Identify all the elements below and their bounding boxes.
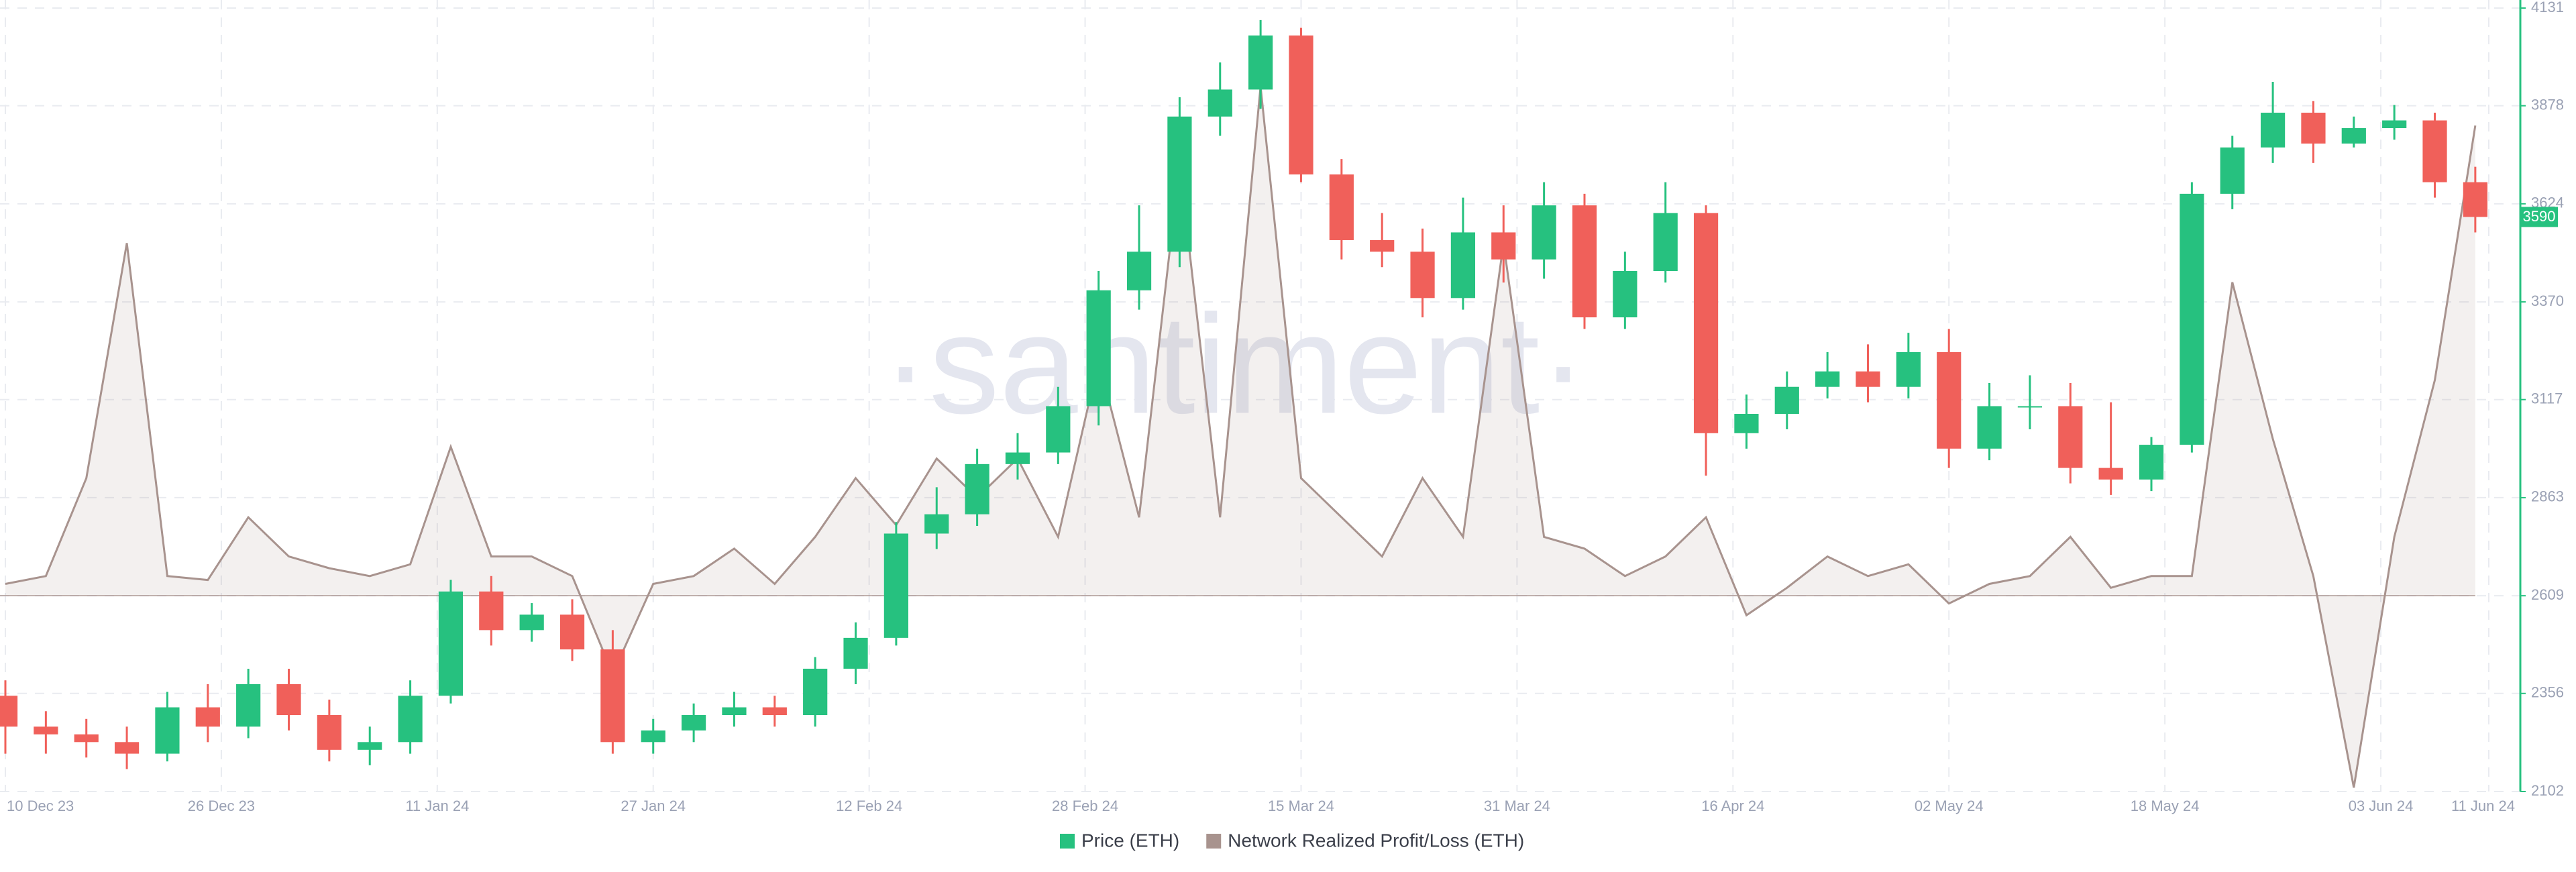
x-tick-label: 15 Mar 24 [1268, 798, 1334, 814]
candle-body [762, 707, 787, 716]
candle-layer [0, 19, 2487, 769]
legend-label: Network Realized Profit/Loss (ETH) [1228, 830, 1524, 851]
x-tick-label: 11 Jun 24 [2451, 798, 2515, 814]
candle-body [2422, 120, 2447, 182]
candle-body [479, 591, 504, 631]
candle-body [317, 715, 341, 750]
y-tick-label: 2609 [2531, 586, 2564, 603]
legend: Price (ETH) Network Realized Profit/Loss … [1060, 830, 1524, 851]
candle-body [1613, 271, 1638, 318]
candle-body [1693, 213, 1719, 433]
candle-body [600, 649, 625, 743]
x-tick-label: 28 Feb 24 [1052, 798, 1118, 814]
y-tick-label: 2102 [2531, 782, 2564, 799]
candle-body [2220, 147, 2245, 194]
candle-body [843, 637, 868, 669]
candle-body [1410, 252, 1435, 298]
candle-body [1937, 351, 1962, 449]
candle-body [1572, 205, 1597, 318]
candle-body [1086, 290, 1111, 406]
candle-body [924, 514, 949, 534]
x-tick-label: 18 May 24 [2131, 798, 2200, 814]
candle-body [1450, 232, 1476, 298]
candle-body [1167, 116, 1192, 252]
candle-body [2260, 113, 2286, 148]
candle-body [1774, 386, 1799, 415]
legend-swatch [1060, 834, 1075, 849]
candle-body [1208, 89, 1232, 117]
y-tick-label: 2356 [2531, 684, 2564, 701]
candle-body [641, 730, 665, 743]
x-tick-label: 16 Apr 24 [1701, 798, 1764, 814]
candle-body [34, 726, 58, 734]
y-tick-label: 4131 [2531, 0, 2564, 15]
candle-body [2098, 468, 2123, 480]
candle-body [2180, 193, 2204, 445]
candle-body [1005, 452, 1030, 464]
candle-body [2341, 128, 2366, 144]
candle-body [74, 734, 99, 743]
area-line [5, 86, 2477, 788]
candle-body [2058, 406, 2083, 468]
candle-body [1856, 371, 1880, 387]
candle-body [722, 707, 747, 716]
candle-body [2301, 113, 2326, 144]
area-layer [0, 86, 2477, 788]
candle-body [2139, 445, 2164, 480]
x-tick-label: 31 Mar 24 [1484, 798, 1550, 814]
candle-body [559, 614, 585, 650]
x-tick-label: 02 May 24 [1915, 798, 1984, 814]
candle-body [2382, 120, 2407, 129]
candle-body [114, 742, 140, 754]
candle-body [1532, 205, 1556, 260]
candle-body [1815, 371, 1840, 387]
candle-body [1896, 351, 1921, 387]
x-tick-label: 27 Jan 24 [621, 798, 686, 814]
y-tick-label: 3370 [2531, 292, 2564, 309]
candle-body [1329, 174, 1354, 240]
y-tick-label: 3117 [2531, 390, 2563, 407]
candle-body [2017, 406, 2043, 408]
candle-body [681, 715, 706, 731]
area-fill [5, 86, 2475, 788]
last-price-label: 3590 [2523, 208, 2556, 225]
x-tick-label: 10 Dec 23 [7, 798, 74, 814]
candle-body [155, 707, 180, 754]
y-tick-label: 3878 [2531, 96, 2564, 113]
x-tick-label: 26 Dec 23 [188, 798, 255, 814]
x-tick-label: 03 Jun 24 [2349, 798, 2414, 814]
candle-body [519, 614, 544, 631]
candle-body [1126, 252, 1152, 290]
candle-body [1734, 414, 1759, 433]
candle-body [236, 684, 261, 727]
legend-label: Price (ETH) [1081, 830, 1179, 851]
candle-body [883, 533, 908, 638]
y-tick-label: 2863 [2531, 488, 2564, 505]
legend-swatch [1206, 834, 1222, 849]
candle-body [965, 464, 989, 514]
candle-body [438, 591, 464, 696]
candle-body [1653, 213, 1678, 272]
candle-body [1289, 35, 1313, 175]
candle-body [1370, 239, 1395, 252]
last-price-tag [2520, 207, 2558, 227]
x-tick-label: 12 Feb 24 [836, 798, 902, 814]
candle-body [358, 742, 382, 750]
candle-body [2463, 182, 2487, 217]
x-tick-label: 11 Jan 24 [405, 798, 469, 814]
candle-body [1977, 406, 2002, 449]
candle-body [803, 668, 828, 716]
candle-body [0, 696, 18, 727]
candle-body [195, 707, 220, 727]
candle-body [398, 696, 423, 743]
candle-body [1248, 35, 1273, 90]
candle-body [276, 684, 301, 716]
candle-body [1046, 406, 1071, 453]
candle-body [1491, 232, 1516, 260]
